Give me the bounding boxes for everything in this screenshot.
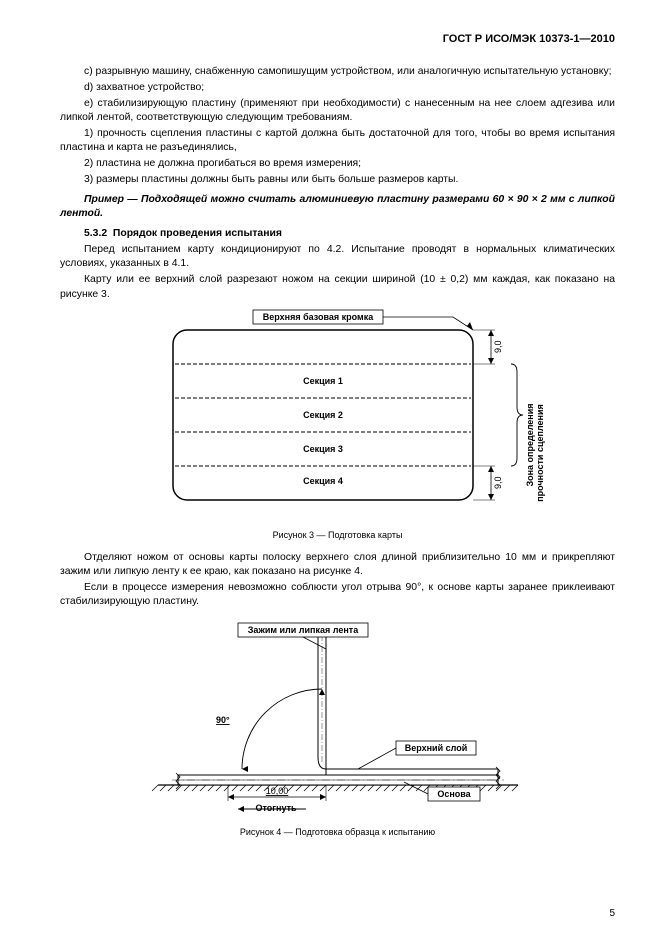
- para-d: d) захватное устройство;: [60, 81, 615, 95]
- figure-4: Зажим или липкая лента 90° Верхний слой …: [60, 615, 615, 820]
- para-e: e) стабилизирующую пластину (применяют п…: [60, 97, 615, 125]
- fig3-side-label-2: прочности сцепления: [535, 404, 545, 502]
- figure-3: Верхняя базовая кромка Секция 1 Секция 2…: [60, 308, 615, 523]
- fig3-sec4: Секция 4: [303, 476, 343, 486]
- fig3-dim-bot: 9,0: [493, 476, 503, 489]
- fig4-angle-label: 90°: [216, 715, 230, 725]
- para-e1: 1) прочность сцепления пластины с картой…: [60, 127, 615, 155]
- section-title: Порядок проведения испытания: [113, 228, 282, 239]
- doc-header: ГОСТ Р ИСО/МЭК 10373-1—2010: [60, 32, 615, 47]
- fig3-sec2: Секция 2: [303, 410, 343, 420]
- para-e3: 3) размеры пластины должны быть равны ил…: [60, 173, 615, 187]
- fig4-base-label: Основа: [437, 789, 471, 799]
- section-number: 5.3.2: [84, 228, 107, 239]
- fig3-dim-top: 9,0: [493, 340, 503, 353]
- fig3-side-label-1: Зона определения: [525, 403, 535, 486]
- para-c: c) разрывную машину, снабженную самопишу…: [60, 65, 615, 79]
- page-number: 5: [609, 907, 615, 921]
- para-after-fig1-2: Если в процессе измерения невозможно соб…: [60, 581, 615, 609]
- section-heading: 5.3.2 Порядок проведения испытания: [60, 227, 615, 241]
- example-text: Пример — Подходящей можно считать алюмин…: [60, 193, 615, 221]
- para-after-sec-2: Карту или ее верхний слой разрезают ножо…: [60, 273, 615, 301]
- fig4-toplayer-label: Верхний слой: [404, 743, 467, 753]
- fig4-clamp-label: Зажим или липкая лента: [247, 625, 358, 635]
- fig4-dim-10: 10,00: [265, 786, 288, 796]
- fig3-sec1: Секция 1: [303, 376, 343, 386]
- para-e2: 2) пластина не должна прогибаться во вре…: [60, 157, 615, 171]
- fig3-top-label: Верхняя базовая кромка: [262, 312, 373, 322]
- para-after-fig1: Отделяют ножом от основы карты полоску в…: [60, 551, 615, 579]
- figure-4-caption: Рисунок 4 — Подготовка образца к испытан…: [60, 826, 615, 838]
- fig3-sec3: Секция 3: [303, 444, 343, 454]
- figure-3-caption: Рисунок 3 — Подготовка карты: [60, 529, 615, 541]
- fig4-peel-label: Отогнуть: [255, 803, 296, 813]
- para-after-sec-1: Перед испытанием карту кондиционируют по…: [60, 243, 615, 271]
